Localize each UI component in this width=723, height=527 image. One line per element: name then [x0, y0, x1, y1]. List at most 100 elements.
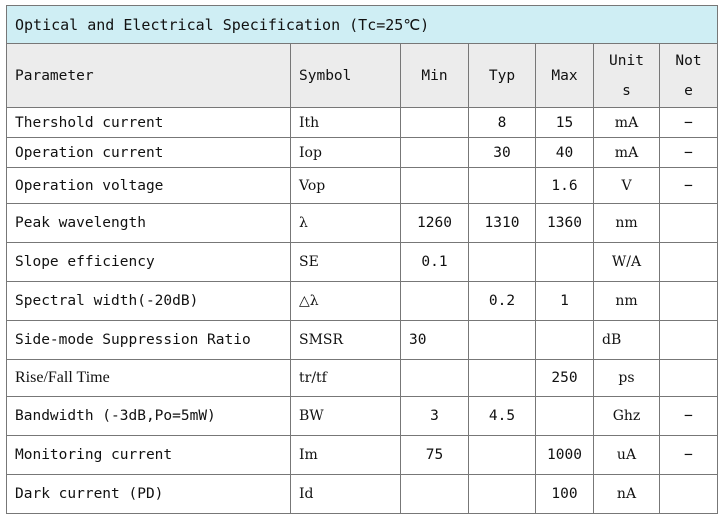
row-max: 1000: [535, 435, 594, 475]
row-symbol: Vop: [290, 167, 401, 204]
row-note: [658, 359, 719, 397]
row-note: [658, 203, 719, 243]
row-units: nm: [593, 281, 660, 321]
row-parameter: Slope efficiency: [6, 242, 291, 282]
row-parameter: Peak wavelength: [6, 203, 291, 243]
header-typ: Typ: [468, 43, 536, 108]
row-note: [658, 474, 719, 514]
row-note: [658, 242, 719, 282]
row-typ: 8: [468, 107, 536, 138]
header-note: Not e: [658, 43, 719, 108]
row-max: 1.6: [535, 167, 594, 204]
row-typ: [468, 474, 536, 514]
table-row: Peak wavelength λ 1260 1310 1360 nm: [6, 203, 719, 243]
row-min: 75: [400, 435, 469, 475]
row-symbol: BW: [290, 396, 401, 436]
row-min: 3: [400, 396, 469, 436]
row-note: [658, 320, 719, 360]
row-parameter: Bandwidth (-3dB,Po=5mW): [6, 396, 291, 436]
row-units: W/A: [593, 242, 660, 282]
table-row: Operation voltage Vop 1.6 V −: [6, 167, 719, 204]
row-min: [400, 359, 469, 397]
header-row: Parameter Symbol Min Typ Max Unit s Not e: [6, 43, 719, 108]
row-min: [400, 107, 469, 138]
table-row: Side-mode Suppression Ratio SMSR 30 dB: [6, 320, 719, 360]
row-min: [400, 281, 469, 321]
header-max: Max: [535, 43, 594, 108]
row-max: 1: [535, 281, 594, 321]
table-row: Spectral width(-20dB) △λ 0.2 1 nm: [6, 281, 719, 321]
row-symbol: Ith: [290, 107, 401, 138]
table-row: Dark current (PD) Id 100 nA: [6, 474, 719, 514]
row-note: −: [658, 107, 719, 138]
row-note: [658, 281, 719, 321]
spec-table-container: Optical and Electrical Specification (Tc…: [5, 5, 719, 514]
row-max: 40: [535, 137, 594, 168]
row-units: mA: [593, 107, 660, 138]
table-row: Bandwidth (-3dB,Po=5mW) BW 3 4.5 Ghz −: [6, 396, 719, 436]
row-min: 0.1: [400, 242, 469, 282]
header-parameter: Parameter: [6, 43, 291, 108]
row-typ: [468, 242, 536, 282]
row-symbol: Im: [290, 435, 401, 475]
row-typ: 30: [468, 137, 536, 168]
row-symbol: SMSR: [290, 320, 401, 360]
row-note: −: [658, 396, 719, 436]
row-min: [400, 167, 469, 204]
header-note-line2: e: [684, 82, 693, 99]
row-typ: [468, 320, 536, 360]
row-typ: 0.2: [468, 281, 536, 321]
row-max: [535, 242, 594, 282]
row-max: [535, 396, 594, 436]
row-max: 15: [535, 107, 594, 138]
header-units-line2: s: [622, 82, 631, 99]
row-max: 1360: [535, 203, 594, 243]
row-parameter: Operation voltage: [6, 167, 291, 204]
row-symbol: SE: [290, 242, 401, 282]
row-symbol: Id: [290, 474, 401, 514]
table-row: Monitoring current Im 75 1000 uA −: [6, 435, 719, 475]
row-units: Ghz: [593, 396, 660, 436]
row-max: [535, 320, 594, 360]
row-parameter: Operation current: [6, 137, 291, 168]
row-parameter: Dark current (PD): [6, 474, 291, 514]
row-units: uA: [593, 435, 660, 475]
header-note-line1: Not: [675, 52, 702, 69]
row-parameter: Thershold current: [6, 107, 291, 138]
row-typ: 4.5: [468, 396, 536, 436]
row-units: V: [593, 167, 660, 204]
row-typ: [468, 359, 536, 397]
title-row: Optical and Electrical Specification (Tc…: [5, 5, 719, 44]
spec-table: Optical and Electrical Specification (Tc…: [5, 5, 719, 514]
table-row: Operation current Iop 30 40 mA −: [6, 137, 719, 168]
row-typ: 1310: [468, 203, 536, 243]
row-units: nm: [593, 203, 660, 243]
row-min: [400, 137, 469, 168]
row-symbol: Iop: [290, 137, 401, 168]
row-parameter: Monitoring current: [6, 435, 291, 475]
header-symbol: Symbol: [290, 43, 401, 108]
row-units: nA: [593, 474, 660, 514]
row-typ: [468, 435, 536, 475]
row-units: mA: [593, 137, 660, 168]
row-note: −: [658, 435, 719, 475]
header-min: Min: [400, 43, 469, 108]
row-units: ps: [593, 359, 660, 397]
table-row: Rise/Fall Time tr/tf 250 ps: [6, 359, 719, 397]
row-max: 250: [535, 359, 594, 397]
table-row: Slope efficiency SE 0.1 W/A: [6, 242, 719, 282]
row-min: 30: [400, 320, 469, 360]
table-title: Optical and Electrical Specification (Tc…: [5, 5, 719, 44]
row-note: −: [658, 137, 719, 168]
table-row: Thershold current Ith 8 15 mA −: [6, 107, 719, 138]
row-typ: [468, 167, 536, 204]
row-note: −: [658, 167, 719, 204]
row-units: dB: [593, 320, 660, 360]
header-units: Unit s: [593, 43, 660, 108]
row-parameter: Rise/Fall Time: [6, 359, 291, 397]
row-min: [400, 474, 469, 514]
row-symbol: λ: [290, 203, 401, 243]
row-max: 100: [535, 474, 594, 514]
row-symbol: tr/tf: [290, 359, 401, 397]
row-parameter: Side-mode Suppression Ratio: [6, 320, 291, 360]
